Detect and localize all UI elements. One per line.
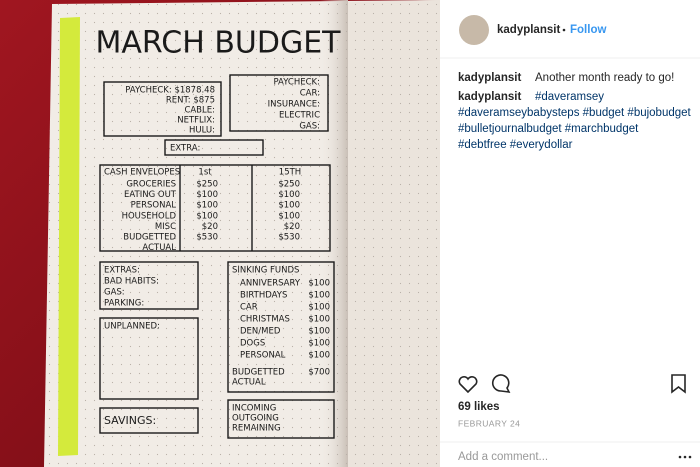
caption-username[interactable]: kadyplansit	[458, 72, 521, 84]
handwriting: CAR:	[300, 89, 320, 99]
comment-input[interactable]: Add a comment...	[458, 451, 548, 463]
handwriting: $100	[308, 327, 330, 337]
handwriting: DOGS	[240, 339, 265, 349]
actions	[458, 374, 686, 394]
post-date: FEBRUARY 24	[458, 418, 520, 428]
handwriting: GROCERIES	[126, 180, 176, 190]
username[interactable]: kadyplansit	[497, 24, 560, 36]
handwriting: RENT: $875	[166, 96, 215, 106]
handwriting: BUDGETTED	[123, 233, 176, 243]
hashtags[interactable]: #daveramseybabysteps #budget #bujobudget	[458, 107, 692, 119]
handwriting: PAYCHECK:	[273, 78, 320, 88]
handwriting: $250	[278, 180, 300, 190]
handwriting: CASH ENVELOPES	[104, 168, 180, 178]
handwriting: $700	[308, 368, 330, 378]
handwriting: $530	[278, 233, 300, 243]
hashtags[interactable]: #debtfree #everydollar	[458, 139, 573, 151]
photo	[0, 0, 440, 467]
handwriting: $100	[308, 291, 330, 301]
handwriting: ELECTRIC	[279, 111, 320, 121]
handwriting: OUTGOING	[232, 414, 279, 424]
handwriting: CABLE:	[184, 106, 215, 116]
handwriting: $250	[196, 180, 218, 190]
journal-title: MARCH BUDGET	[96, 26, 342, 61]
handwriting: ACTUAL	[232, 378, 266, 388]
like-icon[interactable]	[458, 375, 478, 394]
hashtags[interactable]: #daveramsey	[535, 91, 604, 103]
handwriting: PARKING:	[104, 299, 144, 309]
handwriting: $100	[308, 279, 330, 289]
handwriting: PAYCHECK: $1878.48	[125, 86, 215, 96]
handwriting: BUDGETTED	[232, 368, 285, 378]
handwriting: EXTRAS:	[104, 266, 140, 276]
handwriting: $100	[278, 211, 300, 221]
comment-icon[interactable]	[491, 374, 511, 393]
post-panel	[440, 15, 700, 459]
handwriting: NETFLIX:	[177, 116, 215, 126]
handwriting: SINKING FUNDS	[232, 266, 299, 276]
handwriting: $100	[308, 339, 330, 349]
handwriting: HULU:	[189, 126, 215, 136]
handwriting: 15TH	[279, 168, 301, 178]
handwriting: $100	[278, 201, 300, 211]
handwriting: $20	[202, 222, 218, 232]
handwriting: HOUSEHOLD	[122, 211, 177, 221]
handwriting: GAS:	[104, 288, 125, 298]
handwriting: PERSONAL	[131, 201, 177, 211]
handwriting: GAS:	[299, 122, 320, 132]
handwriting: 1st	[198, 168, 212, 178]
handwriting: EATING OUT	[124, 190, 177, 200]
handwriting: DEN/MED	[240, 327, 281, 337]
follow-button[interactable]: Follow	[570, 24, 606, 36]
handwriting: CAR	[240, 303, 258, 313]
handwriting: INCOMING	[232, 404, 276, 414]
handwriting: ANNIVERSARY	[240, 279, 301, 289]
more-options[interactable]	[678, 455, 692, 459]
handwriting: $20	[284, 222, 300, 232]
handwriting: SAVINGS:	[104, 414, 156, 427]
save-icon[interactable]	[671, 374, 686, 394]
handwriting: $100	[308, 303, 330, 313]
comment-username[interactable]: kadyplansit	[458, 91, 521, 103]
handwriting: BAD HABITS:	[104, 277, 159, 287]
handwriting: MISC	[155, 222, 176, 232]
hashtags[interactable]: #bulletjournalbudget #marchbudget	[458, 123, 639, 135]
handwriting: $100	[308, 351, 330, 361]
handwriting: $100	[196, 201, 218, 211]
handwriting: REMAINING	[232, 424, 281, 434]
handwriting: $100	[308, 315, 330, 325]
handwriting: INSURANCE:	[268, 100, 320, 110]
handwriting: BIRTHDAYS	[240, 291, 287, 301]
handwriting: $100	[278, 190, 300, 200]
caption-text: Another month ready to go!	[535, 72, 674, 84]
handwriting: EXTRA:	[170, 144, 200, 154]
handwriting: $530	[196, 233, 218, 243]
avatar[interactable]	[459, 15, 489, 45]
handwriting: UNPLANNED:	[104, 322, 160, 332]
handwriting: $100	[196, 190, 218, 200]
likes[interactable]: 69 likes	[458, 401, 500, 413]
handwriting: ACTUAL	[142, 243, 176, 253]
handwriting: PERSONAL	[240, 351, 286, 361]
handwriting: CHRISTMAS	[240, 315, 290, 325]
handwriting: $100	[196, 211, 218, 221]
